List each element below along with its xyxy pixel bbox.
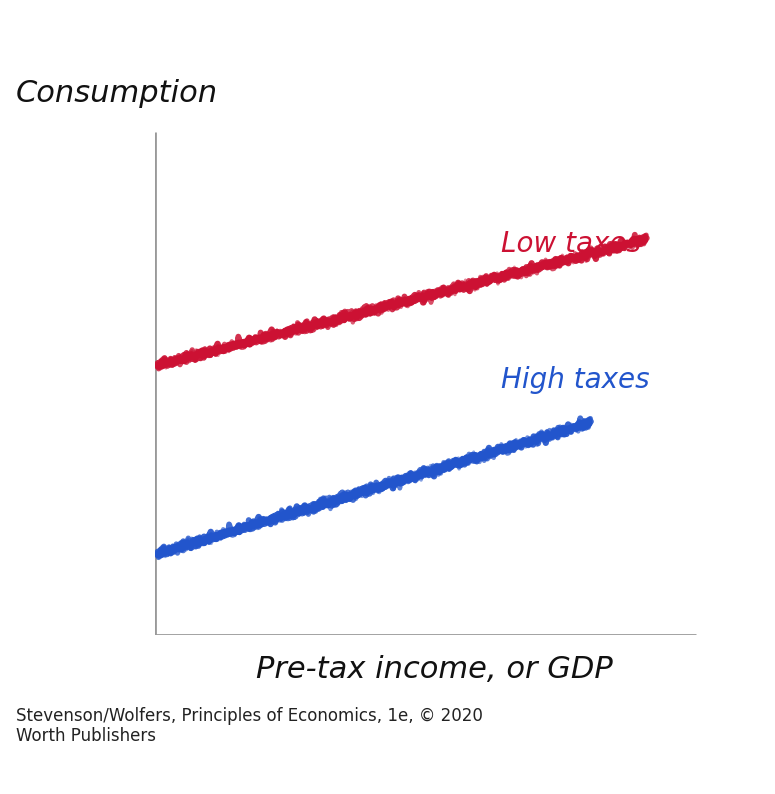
- Text: Low taxes: Low taxes: [501, 230, 641, 258]
- Text: High taxes: High taxes: [501, 366, 649, 394]
- Text: Consumption: Consumption: [16, 79, 218, 109]
- Text: Stevenson/Wolfers, Principles of Economics, 1e, © 2020
Worth Publishers: Stevenson/Wolfers, Principles of Economi…: [16, 707, 482, 746]
- Text: Pre-tax income, or GDP: Pre-tax income, or GDP: [256, 655, 612, 684]
